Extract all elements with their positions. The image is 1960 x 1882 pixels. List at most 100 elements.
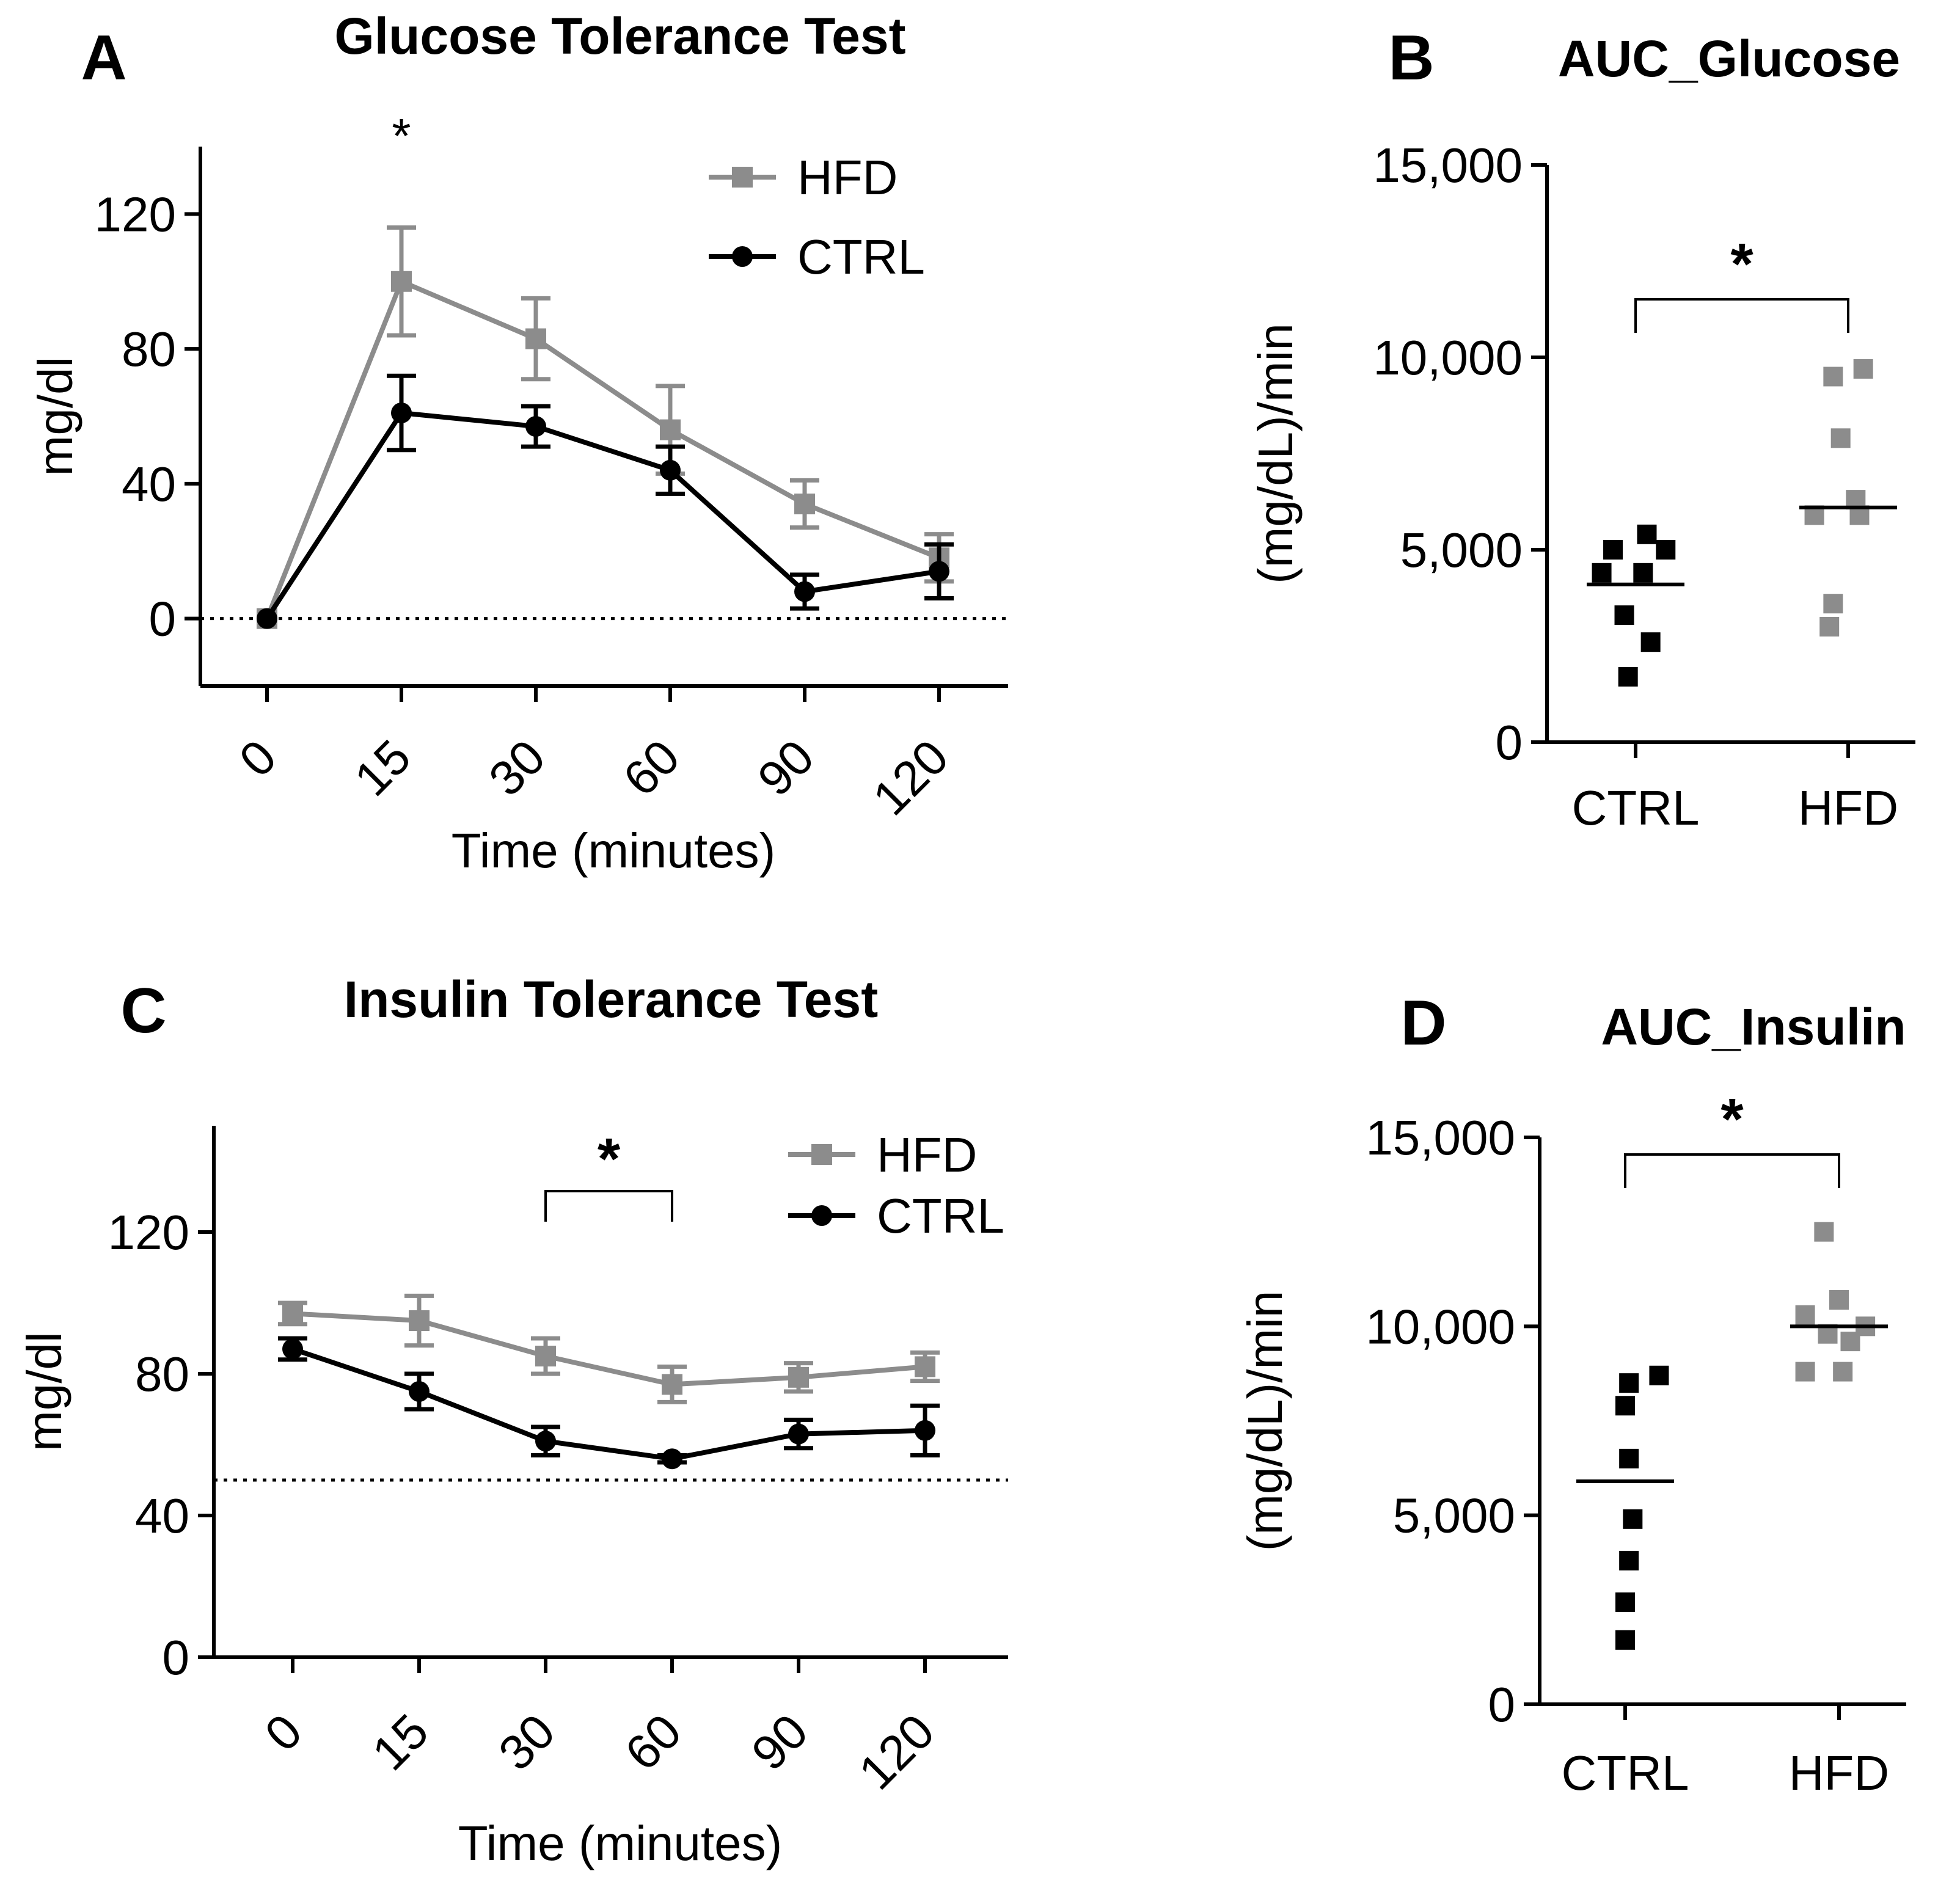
- y-axis-label: (mg/dL)/min: [1238, 1291, 1292, 1552]
- chart-title: AUC_Insulin: [1601, 998, 1906, 1056]
- data-point: [662, 1448, 682, 1470]
- data-point: [391, 402, 412, 423]
- data-point: [1619, 1373, 1639, 1393]
- significance-bracket: [1624, 1153, 1840, 1188]
- data-point: [1833, 1362, 1853, 1382]
- significance-bracket: [544, 1190, 673, 1222]
- data-point: [1592, 563, 1612, 583]
- legend-label: CTRL: [797, 230, 925, 284]
- data-point: [525, 328, 546, 349]
- series-line-hfd: [265, 278, 940, 620]
- data-point: [1619, 1448, 1639, 1468]
- data-point: [662, 1374, 682, 1395]
- chart-title: AUC_Glucose: [1558, 30, 1900, 87]
- y-tick-label: 15,000: [1373, 138, 1523, 192]
- y-axis-label: (mg/dL)/min: [1248, 323, 1303, 584]
- data-point: [1840, 1332, 1860, 1352]
- x-tick-label: CTRL: [1562, 1746, 1689, 1800]
- data-point: [525, 416, 546, 437]
- data-point: [1814, 1222, 1834, 1242]
- data-point: [1795, 1362, 1815, 1382]
- data-point: [1823, 594, 1843, 614]
- panel-letter: B: [1388, 23, 1434, 93]
- data-point: [1637, 524, 1657, 544]
- x-tick-label: 15: [362, 1704, 439, 1781]
- y-tick-label: 10,000: [1373, 330, 1523, 385]
- chart-title: Insulin Tolerance Test: [344, 971, 878, 1028]
- y-axis-label: mg/dl: [17, 1332, 71, 1451]
- x-tick-label: 90: [747, 729, 824, 806]
- x-tick-label: 60: [615, 1704, 692, 1781]
- legend-marker: [811, 1144, 832, 1165]
- data-point: [1640, 632, 1661, 652]
- data-point: [660, 419, 681, 440]
- x-tick-label: HFD: [1798, 781, 1898, 835]
- data-point: [535, 1431, 556, 1452]
- data-point: [1603, 540, 1623, 560]
- x-tick-label: 120: [863, 729, 959, 825]
- y-tick-label: 0: [1496, 715, 1523, 770]
- panel-letter: C: [120, 976, 166, 1046]
- y-tick-label: 120: [95, 187, 176, 241]
- data-point: [1853, 359, 1873, 379]
- data-point: [535, 1346, 556, 1366]
- chart-title: Glucose Tolerance Test: [334, 7, 905, 65]
- data-point: [1615, 1592, 1635, 1612]
- data-point: [915, 1420, 935, 1441]
- data-point: [409, 1381, 430, 1402]
- x-tick-label: 30: [488, 1704, 565, 1781]
- x-tick-label: 0: [229, 729, 287, 787]
- data-point: [1618, 666, 1638, 687]
- data-point: [282, 1303, 303, 1324]
- data-point: [788, 1423, 809, 1445]
- y-axis-label: mg/dl: [28, 357, 82, 476]
- data-point: [915, 1356, 935, 1377]
- significance-star: *: [1730, 232, 1753, 297]
- series-line-ctrl: [291, 1346, 926, 1462]
- data-point: [929, 561, 949, 582]
- y-tick-label: 10,000: [1366, 1299, 1515, 1354]
- data-point: [409, 1310, 430, 1331]
- significance-star: *: [1720, 1087, 1744, 1152]
- y-tick-label: 0: [149, 592, 177, 646]
- data-point: [282, 1338, 303, 1360]
- y-tick-label: 0: [1488, 1677, 1516, 1732]
- series-line-hfd: [292, 1311, 926, 1387]
- data-point: [788, 1366, 809, 1388]
- data-point: [391, 271, 412, 292]
- x-tick-label: CTRL: [1572, 781, 1700, 835]
- data-point: [1819, 617, 1840, 636]
- y-tick-label: 0: [163, 1630, 190, 1685]
- data-point: [1795, 1305, 1815, 1325]
- y-tick-label: 40: [135, 1489, 189, 1543]
- x-tick-label: HFD: [1789, 1746, 1889, 1800]
- x-tick-label: 30: [478, 729, 555, 806]
- data-point: [1623, 1509, 1643, 1529]
- data-point: [1649, 1365, 1669, 1385]
- significance-bracket: [1634, 298, 1849, 333]
- y-tick-label: 5,000: [1400, 523, 1523, 577]
- data-point: [257, 608, 277, 629]
- legend-label: CTRL: [877, 1189, 1004, 1243]
- legend-label: HFD: [797, 150, 898, 205]
- data-point: [1633, 563, 1653, 583]
- y-tick-label: 80: [122, 322, 176, 376]
- data-point: [1823, 367, 1843, 387]
- data-point: [1614, 605, 1634, 626]
- panel-letter: A: [81, 23, 126, 93]
- data-point: [1829, 1290, 1849, 1310]
- y-tick-label: 80: [135, 1347, 189, 1401]
- significance-star: *: [392, 109, 411, 163]
- legend-marker: [732, 167, 753, 188]
- y-tick-label: 5,000: [1393, 1489, 1515, 1543]
- x-tick-label: 60: [613, 729, 690, 806]
- legend-marker: [732, 246, 753, 267]
- data-point: [1656, 540, 1676, 560]
- data-point: [1830, 428, 1851, 448]
- data-point: [794, 493, 815, 514]
- x-axis-label: Time (minutes): [452, 823, 775, 878]
- y-tick-label: 120: [108, 1205, 189, 1260]
- legend-marker: [811, 1205, 832, 1226]
- data-point: [794, 581, 815, 602]
